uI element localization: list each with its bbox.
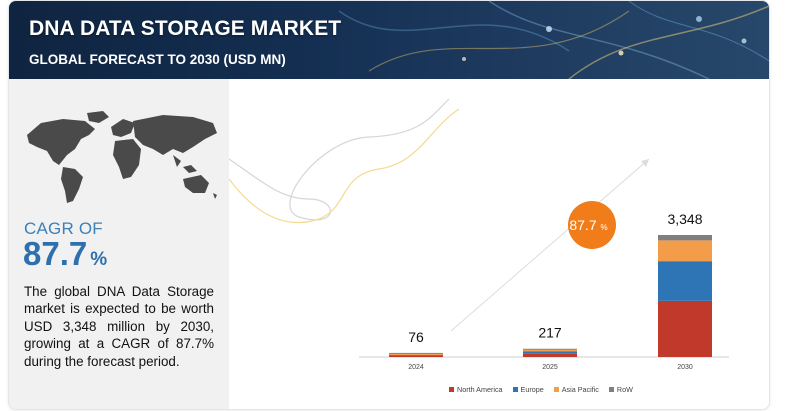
cagr-number: 87.7 — [23, 235, 88, 272]
total-label-2025: 217 — [538, 325, 562, 341]
bar-segment-2030-north-america — [658, 300, 712, 357]
legend-item-row: RoW — [608, 385, 633, 394]
cagr-label: CAGR OF — [24, 219, 103, 238]
bar-segment-2030-europe — [658, 261, 712, 301]
page-subtitle: GLOBAL FORECAST TO 2030 (USD MN) — [29, 52, 286, 67]
bar-segment-2024-row — [389, 352, 443, 354]
cagr-badge: 87.7 % — [568, 201, 616, 249]
chart-legend: North America Europe Asia Pacific RoW — [449, 385, 633, 394]
bar-segment-2025-asia-pacific — [523, 349, 577, 352]
bar-segment-2025-europe — [523, 351, 577, 354]
page-title: DNA DATA STORAGE MARKET — [29, 17, 342, 40]
legend-label: Europe — [520, 385, 544, 394]
bar-segment-2024-asia-pacific — [389, 353, 443, 355]
legend-swatch — [553, 387, 559, 392]
total-label-2030: 3,348 — [667, 211, 702, 227]
bar-segment-2030-row — [658, 235, 712, 241]
cagr-percent-sign: % — [90, 249, 108, 270]
x-tick-label-2025: 2025 — [542, 364, 558, 371]
badge-value: 87.7 — [569, 217, 596, 233]
legend-label: North America — [457, 385, 503, 394]
total-label-2024: 76 — [408, 329, 424, 345]
banner-light-streaks — [338, 1, 769, 79]
legend-swatch — [608, 387, 614, 392]
x-tick-label-2024: 2024 — [408, 364, 424, 371]
legend-swatch — [512, 387, 518, 392]
x-tick-label-2030: 2030 — [677, 364, 693, 371]
bar-segment-2025-row — [523, 348, 577, 350]
badge-unit: % — [600, 223, 607, 232]
stacked-bar-chart: 76 2024 217 2025 3,348 2030 87.7 % — [229, 98, 729, 371]
bar-segment-2024-europe — [389, 354, 443, 356]
bar-segment-2025-north-america — [523, 353, 577, 357]
market-description: The global DNA Data Storage market is ex… — [24, 284, 214, 369]
bar-segment-2024-north-america — [389, 355, 443, 357]
legend-item-europe: Europe — [512, 385, 544, 394]
legend-label: Asia Pacific — [561, 385, 599, 394]
legend-swatch — [449, 387, 454, 392]
cagr-value: 87.7% — [23, 235, 107, 273]
legend-item-asia-pacific: Asia Pacific — [553, 385, 599, 394]
world-map-icon — [23, 109, 223, 214]
summary-panel: CAGR OF 87.7% The global DNA Data Storag… — [9, 79, 229, 409]
chart-area: 76 2024 217 2025 3,348 2030 87.7 % — [229, 79, 769, 409]
legend-label: RoW — [616, 385, 633, 394]
infographic-card: DNA DATA STORAGE MARKET GLOBAL FORECAST … — [8, 0, 770, 410]
bar-segment-2030-asia-pacific — [658, 240, 712, 262]
header-banner: DNA DATA STORAGE MARKET GLOBAL FORECAST … — [9, 1, 769, 79]
legend-item-north-america: North America — [449, 385, 503, 394]
bars-layer: 76 2024 217 2025 3,348 2030 — [389, 211, 712, 371]
